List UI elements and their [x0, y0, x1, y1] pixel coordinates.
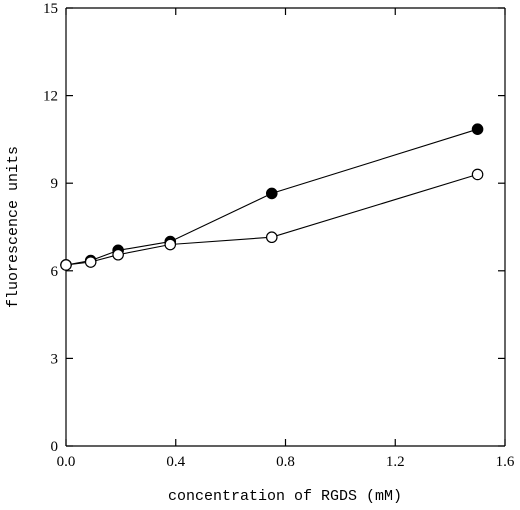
open-data-point	[265, 231, 278, 244]
y-tick-label: 3	[51, 351, 59, 367]
open-data-point	[60, 259, 72, 271]
open-data-point	[112, 248, 124, 261]
x-tick-label: 1.2	[386, 454, 405, 470]
filled-data-point	[471, 123, 484, 135]
open-data-point	[471, 168, 484, 181]
x-tick-label: 0.0	[57, 454, 76, 470]
y-tick-label: 0	[51, 439, 59, 455]
filled-data-point	[265, 187, 278, 200]
tick-labels: 0.0 0.4 0.8 1.2 1.6 0 3 6 9 12 15	[43, 1, 515, 470]
ticks	[65, 7, 506, 447]
series	[60, 123, 484, 271]
y-tick-label: 15	[43, 1, 58, 17]
x-tick-label: 0.8	[276, 454, 295, 470]
y-tick-label: 9	[51, 176, 59, 192]
open-data-point	[84, 256, 97, 268]
plot-frame	[65, 7, 506, 447]
y-tick-label: 6	[51, 264, 59, 280]
x-axis-title: concentration of RGDS (mM)	[168, 488, 402, 505]
y-tick-label: 12	[43, 89, 58, 105]
open-data-point	[164, 238, 177, 251]
x-tick-label: 0.4	[166, 454, 185, 470]
x-tick-label: 1.6	[496, 454, 515, 470]
y-axis-title: fluorescence units	[5, 146, 22, 308]
